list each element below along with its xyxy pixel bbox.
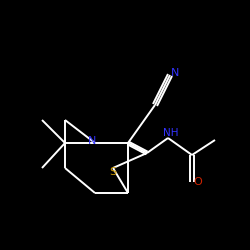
Text: S: S bbox=[110, 167, 116, 177]
Text: N: N bbox=[171, 68, 179, 78]
Text: N: N bbox=[88, 136, 97, 145]
Text: O: O bbox=[194, 177, 202, 187]
Text: NH: NH bbox=[163, 128, 178, 138]
